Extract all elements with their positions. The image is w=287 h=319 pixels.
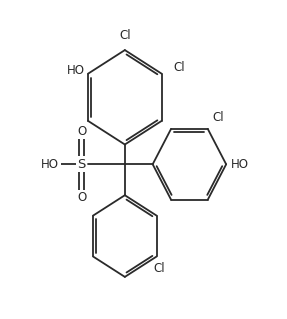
Text: HO: HO bbox=[67, 64, 85, 77]
Text: O: O bbox=[77, 191, 86, 204]
Text: HO: HO bbox=[41, 158, 59, 171]
Text: Cl: Cl bbox=[173, 61, 185, 74]
Text: Cl: Cl bbox=[119, 29, 131, 42]
Text: Cl: Cl bbox=[154, 262, 165, 275]
Text: S: S bbox=[77, 158, 86, 171]
Text: O: O bbox=[77, 125, 86, 137]
Text: HO: HO bbox=[230, 158, 249, 171]
Text: Cl: Cl bbox=[212, 111, 224, 124]
